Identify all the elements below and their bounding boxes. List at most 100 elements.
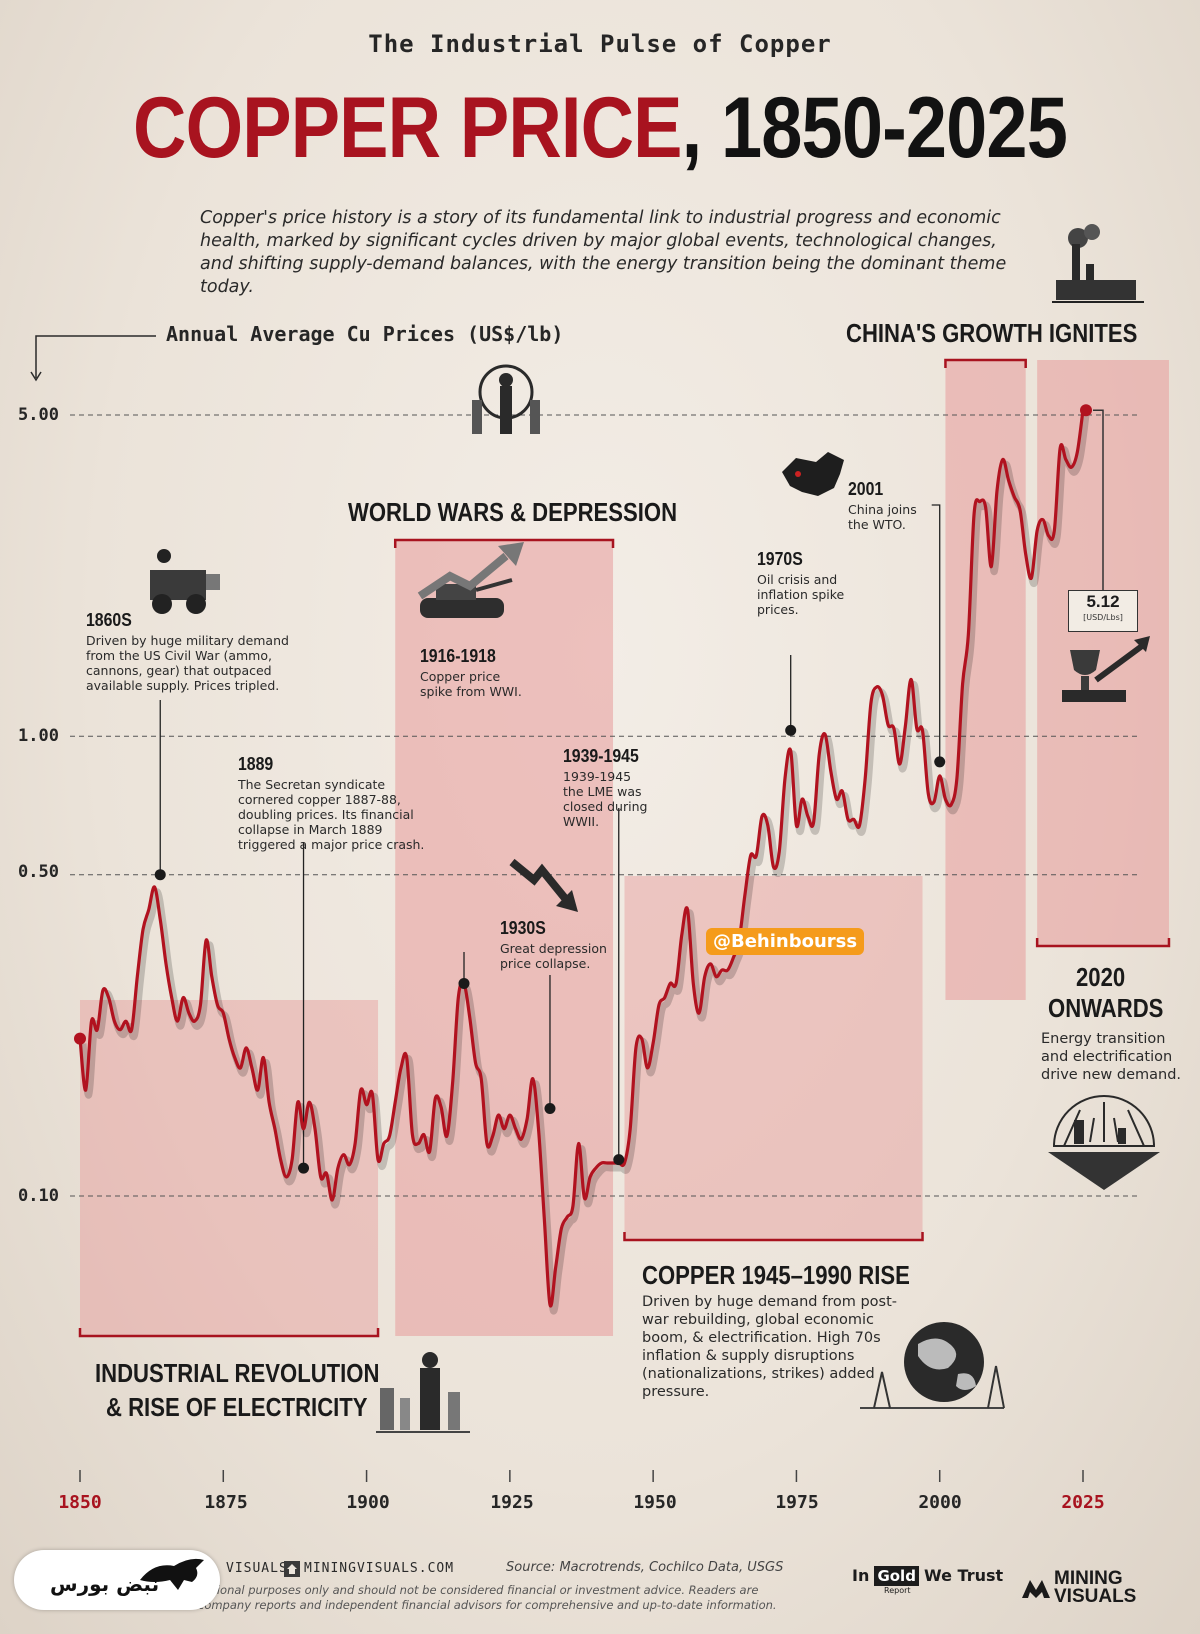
annotation-point (785, 724, 797, 736)
note-1939-title: 1939-1945 (563, 746, 639, 766)
annotation-point (934, 756, 946, 768)
note-1860s-title: 1860S (86, 610, 132, 630)
callout-value: 5.12 (1086, 592, 1120, 611)
solar-sun-icon (1048, 1095, 1160, 1190)
annotation-point (458, 977, 470, 989)
era-2020-title-2: ONWARDS (1048, 993, 1164, 1023)
footer-site[interactable]: MININGVISUALS.COM (304, 1561, 455, 1576)
callout-leader (1093, 409, 1104, 590)
intro-text: Copper's price history is a story of its… (200, 208, 1007, 297)
x-tick-1875: 1875 (204, 1492, 248, 1513)
annotation-point (613, 1154, 625, 1166)
disclaimer: national purposes only and should not be… (198, 1583, 808, 1613)
y-tick-5: 5.00 (18, 405, 59, 425)
era-china-title: CHINA'S GROWTH IGNITES (846, 318, 1138, 348)
footer-source: Source: Macrotrends, Cochilco Data, USGS (506, 1560, 784, 1575)
y-tick-1: 1.00 (18, 726, 59, 746)
annotation-leader (931, 504, 941, 762)
annotation-point (154, 869, 166, 881)
note-1930s-body: Great depression price collapse. (500, 941, 607, 971)
era-band (395, 540, 614, 1336)
cannon-icon (150, 549, 220, 614)
era-2020-title-1: 2020 (1076, 962, 1126, 992)
home-icon (284, 1561, 300, 1577)
brand-mining-visuals: MINING VISUALS (1054, 1568, 1137, 1607)
era-wars-title: WORLD WARS & DEPRESSION (348, 497, 678, 527)
price-series (78, 410, 1090, 1315)
x-tick-1950: 1950 (633, 1492, 677, 1513)
worker-icon (376, 1352, 470, 1433)
footer-site-prefix: VISUALS (226, 1561, 288, 1576)
y-tick-0-1: 0.10 (18, 1186, 59, 1206)
note-1916-body: Copper price spike from WWI. (420, 669, 522, 699)
brand-gold-post: We Trust (924, 1566, 1004, 1585)
era-bracket (1035, 938, 1171, 948)
arrow-down-icon (509, 858, 578, 912)
x-tick-2025: 2025 (1061, 1492, 1105, 1513)
title-red: COPPER PRICE (133, 80, 682, 176)
x-tick-1975: 1975 (775, 1492, 819, 1513)
y-axis-label: Annual Average Cu Prices (US$/lb) (166, 322, 564, 346)
era-postwar-title: COPPER 1945–1990 RISE (642, 1260, 910, 1290)
era-band (945, 360, 1026, 1000)
latest-price-callout: 5.12 [USD/Lbs] (1068, 590, 1138, 632)
x-tick-1900: 1900 (346, 1492, 390, 1513)
callout-unit: [USD/Lbs] (1083, 613, 1123, 622)
globe-icon (860, 1322, 1005, 1409)
note-1930s-title: 1930S (500, 918, 546, 938)
title-black: , 1850-2025 (681, 80, 1068, 176)
note-1889-body: The Secretan syndicate cornered copper 1… (238, 777, 425, 852)
trophy-icon (1062, 636, 1150, 702)
annotation-point (298, 1162, 310, 1174)
era-bracket (78, 1328, 380, 1338)
era-postwar-body: Driven by huge demand from post-war rebu… (642, 1294, 898, 1400)
note-2001-body: China joins the WTO. (848, 502, 917, 532)
brand-gold-sub: Report (884, 1586, 911, 1595)
era-brackets (78, 358, 1171, 1338)
tank-icon (417, 542, 524, 618)
brand-gold-pre: In (852, 1566, 870, 1585)
grid-lines (70, 414, 1140, 1482)
start-point (74, 1032, 86, 1045)
x-tick-2000: 2000 (918, 1492, 962, 1513)
disclaimer-line-2: company reports and independent financia… (198, 1598, 777, 1612)
era-bracket (944, 358, 1027, 368)
annotation-markers (74, 404, 1092, 1174)
kicker: The Industrial Pulse of Copper (368, 30, 832, 58)
page-title: COPPER PRICE, 1850-2025 (84, 78, 1116, 178)
y-tick-0-5: 0.50 (18, 862, 59, 882)
era-bracket (623, 1232, 924, 1242)
soldiers-icon (472, 364, 540, 434)
brand-mv-line-1: MINING (1054, 1568, 1123, 1589)
brand-in-gold-we-trust: In Gold We Trust Report (852, 1566, 1003, 1595)
era-2020-body: Energy transition and electrification dr… (1041, 1031, 1182, 1083)
illustrations (150, 224, 1160, 1433)
note-1889-title: 1889 (238, 754, 274, 774)
watermark-tag: @Behinbourss (706, 928, 865, 955)
brand-mv-line-2: VISUALS (1054, 1586, 1137, 1607)
bull-logo-icon (140, 1558, 204, 1590)
annotation-point (544, 1103, 556, 1115)
x-tick-1925: 1925 (490, 1492, 534, 1513)
note-1970s-title: 1970S (757, 549, 803, 569)
note-1860s-body: Driven by huge military demand from the … (86, 633, 289, 693)
note-1939-body: 1939-1945 the LME was closed during WWII… (563, 769, 648, 829)
factory-icon (1052, 224, 1144, 303)
note-1916-title: 1916-1918 (420, 646, 496, 666)
mining-visuals-logo-icon (1022, 1580, 1050, 1598)
china-map-icon (782, 452, 844, 496)
era-industrial-title-2: & RISE OF ELECTRICITY (106, 1392, 368, 1422)
era-band (80, 1000, 379, 1336)
x-tick-1850: 1850 (58, 1492, 102, 1513)
annotation-leaders (159, 409, 1104, 1169)
overlay-logo-text: نبض بورس (50, 1572, 160, 1596)
end-point (1080, 404, 1092, 417)
era-bracket (393, 538, 615, 548)
brand-gold-box: Gold (874, 1566, 919, 1586)
note-2001-title: 2001 (848, 479, 884, 499)
y-axis-arrow-icon (30, 335, 156, 382)
era-industrial-title-1: INDUSTRIAL REVOLUTION (95, 1358, 380, 1388)
price-line (78, 410, 1085, 1308)
disclaimer-line-1: national purposes only and should not be… (198, 1583, 759, 1597)
